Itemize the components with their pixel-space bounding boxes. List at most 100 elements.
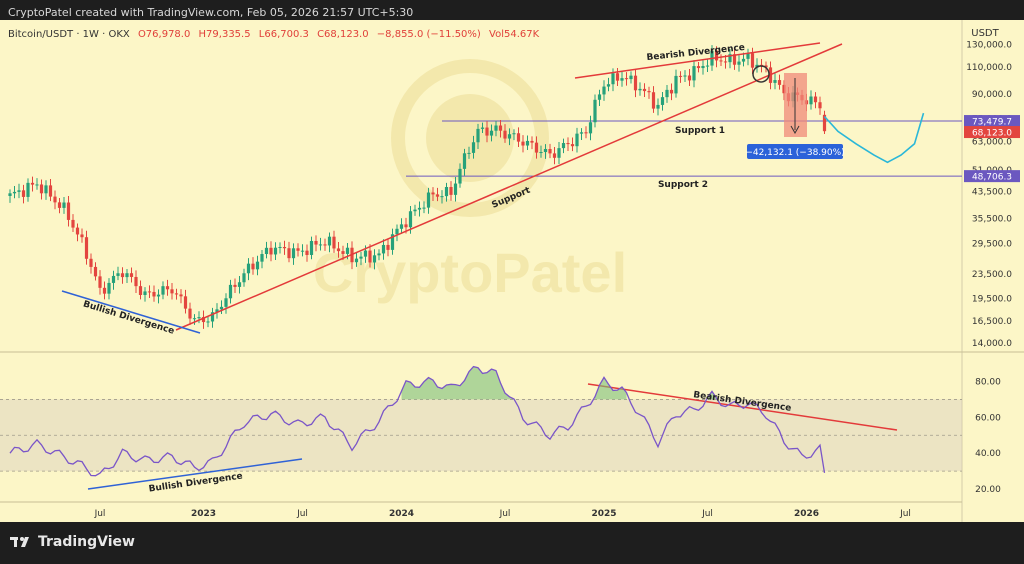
candle[interactable] bbox=[683, 70, 687, 82]
candle[interactable] bbox=[435, 187, 440, 202]
candle[interactable] bbox=[107, 278, 111, 300]
candle[interactable] bbox=[323, 238, 327, 251]
candle[interactable] bbox=[809, 90, 813, 110]
candle[interactable] bbox=[80, 228, 84, 243]
candle[interactable] bbox=[8, 189, 12, 203]
candle[interactable] bbox=[318, 237, 323, 251]
candle[interactable] bbox=[246, 258, 251, 281]
candle[interactable] bbox=[192, 314, 197, 325]
candle[interactable] bbox=[399, 218, 404, 234]
candle[interactable] bbox=[21, 184, 26, 204]
candle[interactable] bbox=[125, 268, 129, 283]
candle[interactable] bbox=[219, 300, 224, 315]
candle[interactable] bbox=[143, 287, 147, 302]
candle[interactable] bbox=[206, 315, 210, 328]
candle[interactable] bbox=[62, 196, 66, 214]
price-rsi-chart[interactable]: CryptoPatel USDT bbox=[0, 20, 1024, 522]
candle[interactable] bbox=[705, 59, 710, 72]
candle[interactable] bbox=[359, 251, 363, 266]
candle[interactable] bbox=[305, 244, 309, 262]
candle[interactable] bbox=[642, 83, 647, 97]
candle[interactable] bbox=[665, 85, 669, 103]
candle[interactable] bbox=[579, 128, 584, 141]
candle[interactable] bbox=[161, 281, 165, 300]
candle[interactable] bbox=[453, 177, 458, 202]
main-support-trendline[interactable] bbox=[175, 43, 843, 331]
candle[interactable] bbox=[174, 288, 179, 300]
candle[interactable] bbox=[539, 145, 543, 158]
symbol-name[interactable]: Bitcoin/USDT · 1W · OKX bbox=[8, 29, 130, 40]
candle[interactable] bbox=[525, 135, 530, 151]
candle[interactable] bbox=[354, 252, 359, 267]
candle[interactable] bbox=[327, 232, 332, 253]
candle[interactable] bbox=[656, 98, 660, 116]
candle[interactable] bbox=[557, 141, 561, 165]
candle[interactable] bbox=[336, 241, 341, 258]
candle[interactable] bbox=[66, 195, 71, 227]
candle[interactable] bbox=[755, 58, 759, 73]
candle[interactable] bbox=[696, 62, 701, 73]
candle[interactable] bbox=[719, 54, 723, 67]
candle[interactable] bbox=[116, 266, 120, 281]
candle[interactable] bbox=[660, 91, 665, 111]
candle[interactable] bbox=[156, 289, 161, 304]
candle[interactable] bbox=[633, 69, 638, 98]
candle[interactable] bbox=[377, 249, 381, 261]
candle[interactable] bbox=[287, 241, 291, 263]
candle[interactable] bbox=[165, 279, 170, 296]
candle[interactable] bbox=[179, 289, 183, 304]
candle[interactable] bbox=[467, 146, 471, 159]
candle[interactable] bbox=[170, 283, 174, 300]
candle[interactable] bbox=[602, 80, 606, 101]
candle[interactable] bbox=[593, 94, 597, 128]
candle[interactable] bbox=[291, 243, 296, 265]
candle[interactable] bbox=[669, 83, 674, 101]
candle[interactable] bbox=[98, 270, 102, 295]
candle[interactable] bbox=[300, 244, 305, 257]
candle[interactable] bbox=[426, 187, 431, 214]
candle[interactable] bbox=[422, 201, 426, 214]
candle[interactable] bbox=[309, 236, 314, 260]
candle[interactable] bbox=[701, 60, 705, 75]
candle[interactable] bbox=[692, 60, 696, 88]
candle[interactable] bbox=[714, 46, 719, 68]
candle[interactable] bbox=[260, 250, 264, 269]
candle[interactable] bbox=[476, 123, 480, 149]
candle[interactable] bbox=[732, 49, 737, 70]
candle[interactable] bbox=[120, 267, 125, 284]
candle[interactable] bbox=[471, 135, 476, 159]
candle[interactable] bbox=[273, 242, 278, 261]
candle[interactable] bbox=[255, 255, 260, 276]
candle[interactable] bbox=[413, 204, 417, 216]
candle[interactable] bbox=[39, 179, 44, 200]
candle[interactable] bbox=[647, 86, 651, 99]
candle[interactable] bbox=[507, 128, 512, 146]
candle[interactable] bbox=[233, 278, 237, 294]
candle[interactable] bbox=[134, 270, 138, 293]
candle[interactable] bbox=[489, 124, 494, 142]
candle[interactable] bbox=[183, 289, 188, 314]
candle[interactable] bbox=[417, 201, 422, 217]
candle[interactable] bbox=[503, 124, 507, 143]
candle[interactable] bbox=[480, 122, 485, 133]
candle[interactable] bbox=[570, 137, 575, 152]
candle[interactable] bbox=[521, 135, 525, 153]
candle[interactable] bbox=[440, 190, 444, 204]
candle[interactable] bbox=[242, 268, 246, 287]
candle[interactable] bbox=[224, 293, 228, 314]
candle[interactable] bbox=[30, 176, 35, 192]
candle[interactable] bbox=[264, 241, 269, 259]
candle[interactable] bbox=[75, 223, 80, 242]
candle[interactable] bbox=[606, 77, 611, 92]
candle[interactable] bbox=[44, 180, 48, 200]
candle[interactable] bbox=[147, 285, 152, 298]
bearish-divergence-trendline[interactable] bbox=[574, 42, 821, 79]
candle[interactable] bbox=[282, 240, 287, 255]
candle[interactable] bbox=[381, 239, 386, 260]
candle[interactable] bbox=[48, 178, 53, 202]
candle[interactable] bbox=[678, 71, 683, 83]
candle[interactable] bbox=[12, 186, 17, 199]
candle[interactable] bbox=[458, 163, 462, 188]
bullish-divergence-trendline[interactable] bbox=[61, 290, 201, 334]
candle[interactable] bbox=[332, 230, 336, 253]
